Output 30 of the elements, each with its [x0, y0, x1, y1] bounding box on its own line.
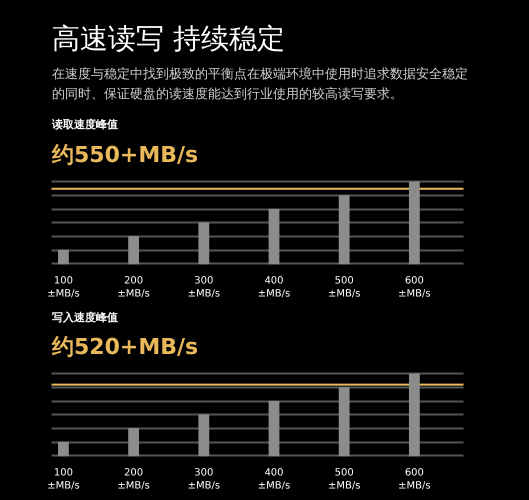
- bar: [338, 387, 350, 456]
- bar: [268, 400, 280, 456]
- bar: [408, 373, 420, 456]
- x-tick-label: 100 ±MB/s: [47, 468, 80, 492]
- bar: [198, 222, 210, 264]
- x-tick-label: 200 ±MB/s: [117, 275, 150, 300]
- bar: [58, 249, 69, 264]
- x-tick-label: 400 ±MB/s: [258, 468, 290, 492]
- bar: [58, 442, 69, 456]
- bar: [198, 414, 210, 456]
- text: 读取速度峰值: [52, 117, 118, 133]
- bar: [128, 428, 140, 456]
- text: 写入速度峰值: [52, 310, 118, 326]
- x-tick-label: 400 ±MB/s: [258, 275, 290, 300]
- chart-subtitle: 在速度与稳定中找到极致的平衡点在极端环境中使用时追求数据安全稳定的同时、保证硬盘的读速度能达到行业使用的较高读写要求。: [52, 66, 469, 104]
- x-tick-label: 200 ±MB/s: [117, 468, 150, 492]
- ref-line-label: 约520+MB/s: [52, 334, 198, 362]
- x-tick-label: 100 ±MB/s: [47, 275, 80, 300]
- x-tick-label: 300 ±MB/s: [188, 468, 220, 492]
- bar: [128, 236, 140, 264]
- bar: [408, 180, 420, 264]
- bar: [338, 194, 350, 264]
- x-tick-label: 300 ±MB/s: [188, 275, 220, 300]
- x-tick-label: 500 ±MB/s: [328, 468, 360, 492]
- ref-line-label: 约550+MB/s: [52, 142, 198, 170]
- bar: [268, 208, 280, 264]
- x-tick-label: 600 ±MB/s: [398, 468, 431, 492]
- x-tick-label: 600 ±MB/s: [398, 275, 431, 300]
- x-tick-label: 500 ±MB/s: [328, 275, 360, 300]
- chart-title: 高速读写 持续稳定: [52, 21, 285, 57]
